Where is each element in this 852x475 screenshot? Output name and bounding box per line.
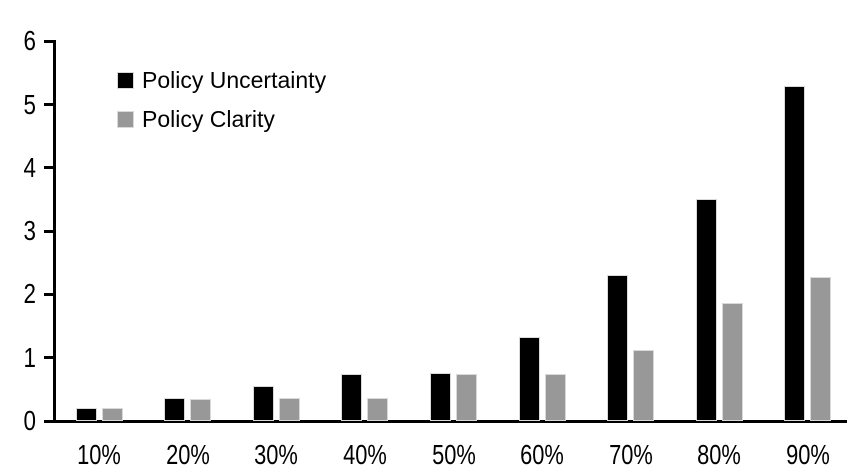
y-axis-label-0: 0 (23, 405, 36, 436)
x-axis-label-70-: 70% (608, 439, 653, 470)
y-axis-tick-5 (44, 103, 53, 106)
bar-policy-uncertainty-60- (518, 336, 540, 421)
y-axis-tick-3 (44, 229, 53, 233)
y-axis-tick-2 (44, 292, 53, 296)
chart-legend: Policy Uncertainty Policy Clarity (117, 64, 326, 142)
x-axis-label-10-: 10% (77, 439, 122, 470)
bar-policy-uncertainty-30- (252, 386, 274, 421)
legend-label-policy-clarity: Policy Clarity (142, 105, 275, 132)
bar-policy-clarity-60- (544, 373, 566, 421)
bar-policy-clarity-70- (633, 350, 655, 421)
x-axis-label-40-: 40% (343, 439, 387, 470)
bar-policy-uncertainty-10- (75, 408, 97, 421)
bar-policy-clarity-90- (810, 276, 832, 421)
legend-label-policy-uncertainty: Policy Uncertainty (142, 66, 327, 93)
bar-policy-clarity-20- (190, 398, 212, 421)
y-axis-label-6: 6 (23, 25, 36, 57)
y-axis-tick-0 (44, 419, 53, 423)
y-axis-line (53, 39, 56, 423)
bar-policy-uncertainty-20- (164, 398, 186, 421)
x-axis-label-90-: 90% (785, 439, 830, 470)
bar-policy-clarity-80- (721, 302, 743, 421)
y-axis-label-3: 3 (23, 215, 36, 247)
legend-item-policy-uncertainty: Policy Uncertainty (117, 64, 326, 96)
bar-policy-clarity-30- (278, 398, 300, 421)
bar-policy-uncertainty-90- (784, 85, 806, 421)
legend-item-policy-clarity: Policy Clarity (117, 103, 326, 135)
y-axis-label-5: 5 (23, 88, 36, 120)
bar-policy-uncertainty-80- (695, 199, 717, 421)
x-axis-label-50-: 50% (431, 439, 476, 470)
x-axis-label-80-: 80% (697, 439, 742, 470)
y-axis-tick-4 (44, 166, 53, 170)
bar-policy-uncertainty-40- (341, 373, 363, 421)
legend-swatch-policy-uncertainty (117, 71, 134, 89)
bar-policy-uncertainty-50- (430, 372, 451, 421)
x-axis-label-60-: 60% (520, 439, 564, 470)
y-axis-label-4: 4 (23, 151, 36, 183)
y-axis-tick-1 (44, 356, 53, 360)
x-axis-label-20-: 20% (165, 439, 210, 470)
bar-policy-uncertainty-70- (607, 275, 629, 421)
bar-policy-clarity-40- (367, 397, 389, 421)
bar-policy-clarity-10- (101, 408, 123, 421)
y-axis-tick-6 (44, 39, 53, 43)
legend-swatch-policy-clarity (117, 110, 134, 128)
y-axis-label-1: 1 (23, 341, 36, 373)
bar-policy-clarity-50- (456, 373, 477, 421)
x-axis-line (53, 419, 847, 423)
y-axis-label-2: 2 (23, 278, 36, 310)
x-axis-label-30-: 30% (254, 439, 299, 470)
